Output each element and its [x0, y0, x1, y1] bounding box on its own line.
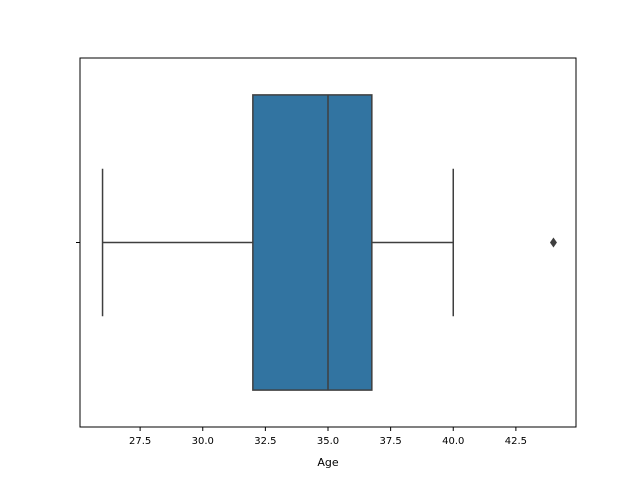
flier	[549, 237, 557, 248]
x-tick-label: 27.5	[129, 436, 151, 447]
box	[252, 94, 373, 391]
x-axis-label: Age	[317, 456, 339, 469]
x-tick-label: 42.5	[505, 436, 527, 447]
x-tick-label: 35.0	[317, 436, 339, 447]
x-tick-label: 37.5	[379, 436, 401, 447]
x-tick-label: 30.0	[192, 436, 214, 447]
x-tick-label: 40.0	[442, 436, 464, 447]
x-tick-label: 32.5	[254, 436, 276, 447]
